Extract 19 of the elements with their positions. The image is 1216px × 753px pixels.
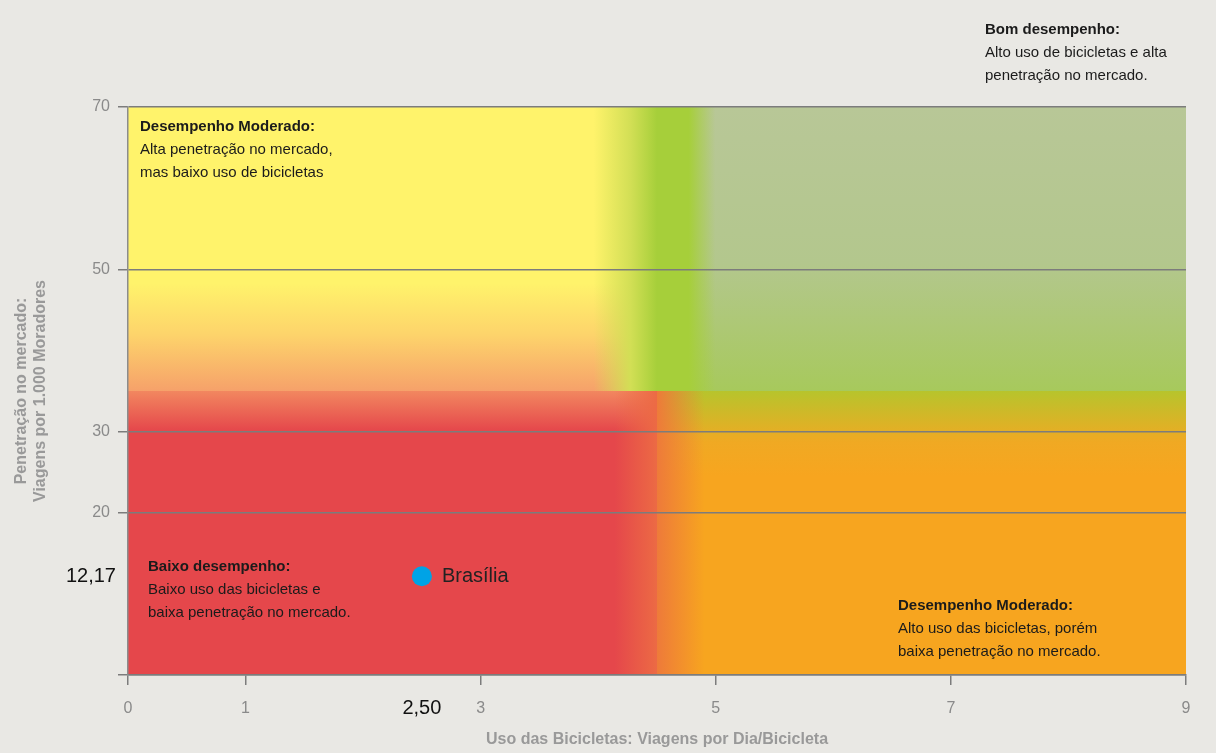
series-label: Brasília — [441, 563, 510, 586]
x-tick-label: 0 — [123, 699, 133, 717]
text: 12,17 — [65, 563, 116, 586]
annotation: Desempenho Moderado: Alta penetração no mercado, mas baixo uso de bicicletas — [140, 117, 333, 181]
y-tick-label: 20 — [92, 503, 111, 521]
y-tick-label: 50 — [92, 259, 111, 277]
x-tick-label: 1 — [241, 699, 251, 717]
x-tick-label: 7 — [946, 699, 956, 717]
x-tick-label: 9 — [1181, 699, 1191, 717]
y-tick-label: 30 — [92, 421, 111, 439]
annotation: Baixo desempenho: Baixo uso das bicicletas e baixa penetração no mercado. — [148, 557, 351, 621]
text: 2,50 — [402, 695, 442, 718]
x-tick-label: 5 — [711, 699, 721, 717]
y-tick-label: 70 — [92, 97, 111, 115]
text: Bom desempenho: Alto uso de bicicletas e alta penetração no mercado. — [985, 20, 1168, 84]
annotation: Desempenho Moderado: Alto uso das bicicletas, porém baixa penetração no mercado. — [898, 596, 1101, 660]
x-tick-label: 3 — [476, 699, 486, 717]
y-axis-title: Penetração no mercado: Viagens por 1.000 Moradores — [12, 279, 49, 503]
x-axis-title: Uso das Bicicletas: Viagens por Dia/Bicicleta — [485, 729, 829, 747]
